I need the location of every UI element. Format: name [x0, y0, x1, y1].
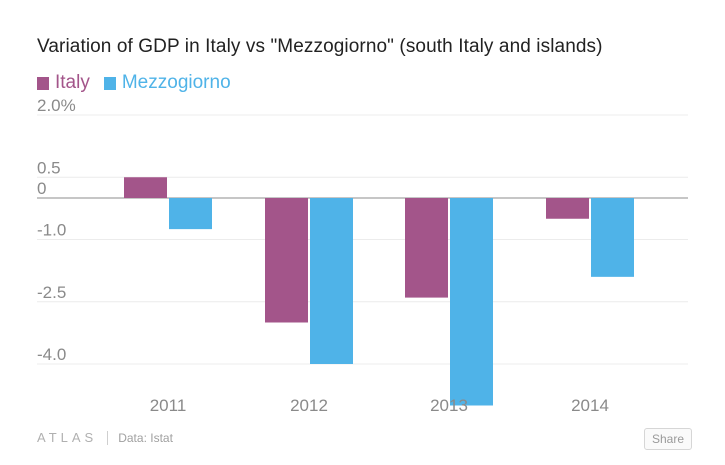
bar-mezzogiorno-2013	[450, 198, 493, 406]
share-button[interactable]: Share	[644, 428, 693, 450]
bar-italy-2012	[265, 198, 308, 323]
legend-swatch-mezzogiorno	[103, 76, 116, 90]
bar-italy-2014	[546, 198, 589, 219]
legend-label-mezzogiorno: Mezzogiorno	[121, 72, 231, 93]
legend: Italy Mezzogiorno	[37, 72, 231, 94]
y-tick-label: -4.0	[37, 345, 66, 364]
bar-mezzogiorno-2014	[591, 198, 634, 277]
x-tick-label: 2012	[290, 396, 328, 415]
x-tick-label: 2014	[571, 396, 609, 415]
bar-italy-2013	[405, 198, 448, 298]
y-tick-label: 0	[37, 179, 46, 198]
data-source: Data: Istat	[118, 430, 173, 445]
y-tick-label: -2.5	[37, 283, 66, 302]
legend-label-italy: Italy	[55, 72, 90, 93]
footer: ATLAS Data: Istat	[37, 430, 173, 445]
legend-item-italy: Italy	[37, 72, 90, 94]
y-tick-label: 2.0%	[37, 96, 76, 115]
legend-swatch-italy	[37, 76, 49, 90]
bar-italy-2011	[124, 177, 167, 198]
bar-mezzogiorno-2011	[169, 198, 212, 230]
y-tick-label: 0.5	[37, 158, 61, 177]
footer-divider	[107, 430, 109, 445]
chart-title: Variation of GDP in Italy vs "Mezzogiorn…	[37, 36, 603, 57]
legend-item-mezzogiorno: Mezzogiorno	[103, 72, 231, 94]
x-tick-label: 2011	[150, 396, 187, 415]
bar-mezzogiorno-2012	[310, 198, 353, 364]
atlas-logo: ATLAS	[37, 430, 98, 445]
y-tick-label: -1.0	[37, 221, 66, 240]
x-tick-label: 2013	[430, 396, 468, 415]
